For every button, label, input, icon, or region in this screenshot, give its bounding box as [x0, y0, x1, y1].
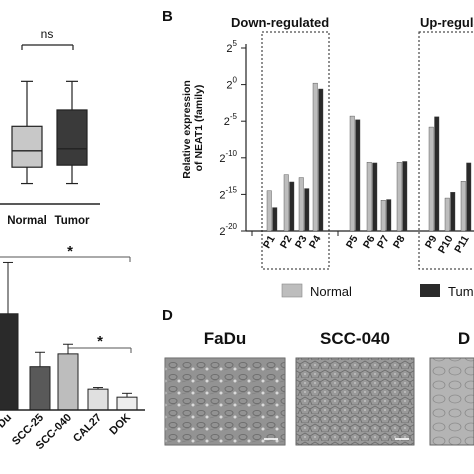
b-bar-tumor-p11: [466, 162, 472, 232]
legend-label-normal: Normal: [310, 284, 352, 299]
down-regulated-box: [261, 31, 330, 270]
b-bar-normal-p6: [366, 161, 372, 232]
cell-tick-dok: DOK: [107, 412, 133, 438]
group-label-up: Up-regula: [420, 15, 474, 30]
significance-bracket-wide: *: [0, 243, 131, 262]
b-bar-normal-p3: [298, 177, 304, 232]
b-bar-layer: [266, 82, 472, 232]
error-bar-scc-040: [63, 343, 73, 354]
panel-b-letter: B: [162, 8, 173, 25]
b-bar-tumor-p5: [355, 119, 361, 232]
box-normal: [11, 80, 43, 185]
star-wide: *: [67, 243, 73, 260]
cell-bar-scc-040: [57, 353, 79, 411]
cell-tick-du: Du: [0, 412, 14, 431]
legend-swatch-tumor: [420, 284, 440, 297]
cell-bar-layer: [0, 261, 138, 411]
cell-bar-du: [0, 313, 19, 411]
star-short: *: [97, 333, 103, 350]
micrograph-third: [429, 357, 474, 446]
b-x-tick-p8: P8: [391, 233, 408, 250]
box-tick-tumor: Tumor: [55, 215, 90, 227]
group-label-down: Down-regulated: [231, 15, 329, 30]
b-y-tick-label: 2-5: [224, 112, 238, 128]
panel-d-letter: D: [162, 307, 173, 324]
b-x-tick-p1: P1: [261, 233, 278, 250]
b-bar-normal-p1: [266, 190, 272, 232]
micrograph-fadu: [164, 357, 286, 446]
b-y-tick-label: 2-20: [219, 222, 237, 238]
b-y-tick-label: 20: [226, 76, 237, 92]
b-bar-tumor-p9: [434, 116, 440, 232]
b-bar-normal-p8: [396, 161, 402, 232]
micrograph-scc040: [295, 357, 415, 446]
b-bar-tumor-p8: [402, 161, 408, 232]
y-axis-label-text: Relative expression of NEAT1 (family): [181, 77, 205, 179]
error-bar-du: [3, 261, 13, 314]
b-y-tick-label: 25: [226, 39, 237, 55]
b-x-tick-p6: P6: [361, 233, 378, 250]
cell-bar-scc-25: [29, 366, 51, 411]
b-bar-tumor-p2: [289, 181, 295, 232]
b-x-tick-p4: P4: [307, 233, 324, 250]
b-x-tick-p9: P9: [423, 233, 440, 250]
cell-bar-dok: [116, 396, 138, 411]
cell-bar-cal27: [87, 388, 109, 411]
error-bar-dok: [122, 392, 132, 398]
b-x-tick-p7: P7: [375, 233, 392, 250]
b-x-tick-p5: P5: [344, 233, 361, 250]
up-regulated-box: [418, 31, 474, 270]
b-bar-normal-p5: [349, 115, 355, 232]
photo-label-scc040: SCC-040: [320, 329, 390, 348]
b-bar-tumor-p10: [450, 192, 456, 232]
box-tick-normal: Normal: [7, 215, 47, 227]
b-bar-tumor-p6: [372, 162, 378, 232]
boxplot-x-ticks: Normal Tumor: [7, 215, 90, 227]
b-bar-normal-p7: [380, 200, 386, 232]
significance-bracket-short: *: [67, 333, 132, 353]
b-bar-normal-p10: [444, 197, 450, 232]
neat1-expression-panel: B Down-regulated Up-regula Relative expr…: [162, 8, 474, 299]
cell-tick-cal27: CAL27: [71, 412, 104, 445]
y-axis-label: Relative expression of NEAT1 (family): [181, 77, 205, 179]
boxplot-panel: ns Normal Tumor: [0, 27, 100, 227]
error-bar-cal27: [93, 387, 103, 390]
b-x-tick-p11: P11: [452, 233, 472, 255]
b-x-tick-p3: P3: [293, 233, 310, 250]
b-y-tick-label: 2-15: [219, 185, 237, 201]
b-bar-normal-p11: [460, 181, 466, 232]
b-bar-normal-p2: [283, 174, 289, 232]
legend: Normal Tum: [281, 283, 474, 299]
b-y-tick-label: 2-10: [219, 149, 237, 165]
ns-bracket: ns: [21, 27, 74, 50]
b-y-ticks: 25 20 2-5 2-10 2-15 2-20: [219, 39, 246, 238]
photo-label-d: D: [458, 329, 470, 348]
box-layer: [11, 80, 88, 185]
b-x-tick-p10: P10: [436, 233, 456, 255]
box-tumor: [56, 80, 88, 185]
legend-swatch-normal: [281, 283, 303, 298]
error-bar-scc-25: [35, 351, 45, 367]
b-bar-tumor-p7: [386, 199, 392, 232]
b-bar-tumor-p3: [304, 188, 310, 232]
ns-label: ns: [41, 27, 54, 41]
b-bar-normal-p9: [428, 126, 434, 232]
b-bar-normal-p4: [312, 82, 318, 232]
legend-label-tumor: Tum: [448, 284, 474, 299]
b-bar-tumor-p1: [272, 207, 278, 232]
micrograph-panel: D FaDu SCC-040 D: [162, 307, 474, 446]
photo-label-fadu: FaDu: [204, 329, 247, 348]
b-bar-tumor-p4: [318, 88, 324, 232]
b-x-tick-p2: P2: [278, 233, 295, 250]
